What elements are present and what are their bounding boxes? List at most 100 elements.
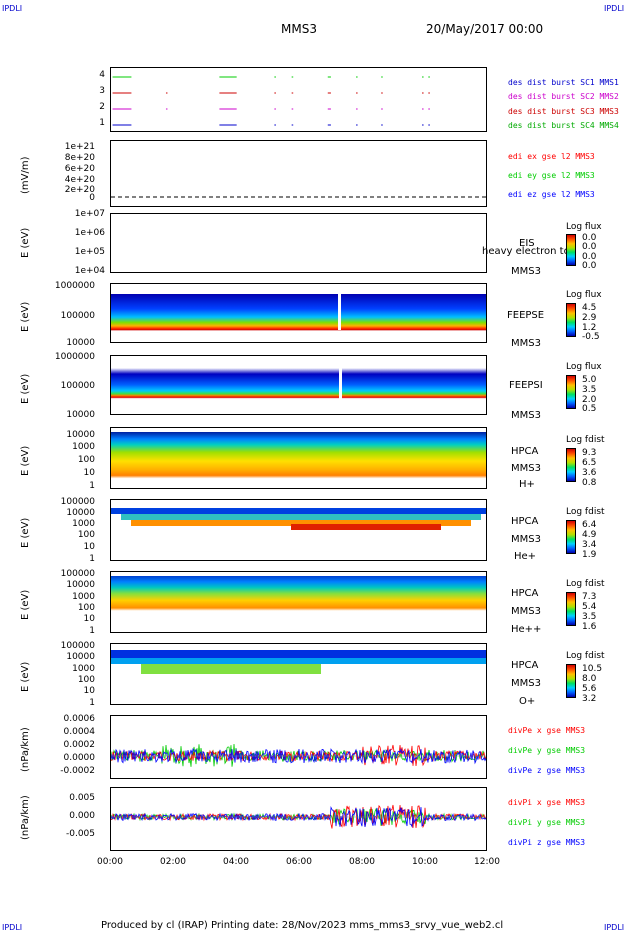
feepsi-colorbar bbox=[566, 375, 576, 409]
corner-label-br: IPDLI bbox=[604, 923, 625, 932]
hpca-he-ytick-4: 10 bbox=[83, 542, 95, 552]
feepse-spectrogram bbox=[111, 292, 486, 336]
hpca-hepp-ytick-2: 1000 bbox=[72, 592, 95, 602]
feepsi-fill bbox=[111, 356, 486, 414]
feepse-ytick-1: 100000 bbox=[60, 311, 95, 321]
feepse-cb-tick-1: 2.9 bbox=[582, 313, 597, 323]
eis-panel bbox=[110, 213, 487, 273]
hpca-he-instrument: HPCA bbox=[511, 516, 539, 527]
burst-legend-mms3: des dist burst SC3 MMS3 bbox=[508, 107, 619, 116]
hpca-o-cb-tick-3: 3.2 bbox=[582, 694, 597, 704]
hpca-he-cb-tick-0: 6.4 bbox=[582, 520, 597, 530]
xtick-3: 06:00 bbox=[286, 857, 312, 867]
feepsi-cb-tick-0: 5.0 bbox=[582, 375, 597, 385]
hpca-h-ytick-2: 100 bbox=[77, 455, 95, 465]
eis-colorbar-title: Log flux bbox=[566, 222, 602, 232]
hpca-hepp-cb-tick-0: 7.3 bbox=[582, 592, 597, 602]
hpca-h-ytick-1: 1000 bbox=[72, 442, 95, 452]
footer-credits: Produced by cl (IRAP) Printing date: 28/… bbox=[101, 920, 504, 931]
eis-instrument: EIS bbox=[519, 238, 535, 249]
hpca-o-species: O+ bbox=[519, 696, 536, 707]
feepse-gap bbox=[338, 292, 341, 330]
hpca-o-colorbar-title: Log fdist bbox=[566, 651, 605, 661]
hpca-hepp-cb-tick-3: 1.6 bbox=[582, 622, 597, 632]
hpca-h-colorbar bbox=[566, 448, 576, 482]
hpca-he-spacecraft: MMS3 bbox=[511, 534, 541, 545]
hpca-he-ytick-2: 1000 bbox=[72, 519, 95, 529]
hpca-hepp-ytick-1: 10000 bbox=[66, 580, 95, 590]
feepsi-ylabel: E (eV) bbox=[20, 373, 31, 404]
edi-plot bbox=[111, 196, 486, 198]
hpca-he-colorbar-title: Log fdist bbox=[566, 507, 605, 517]
burst-legend-mms4: des dist burst SC4 MMS4 bbox=[508, 121, 619, 130]
hpca-he-cb-tick-1: 4.9 bbox=[582, 530, 597, 540]
hpca-h-cb-tick-2: 3.6 bbox=[582, 468, 597, 478]
hpca-o-ylabel: E (eV) bbox=[20, 661, 31, 692]
divpi-panel bbox=[110, 787, 487, 851]
hpca-hepp-ytick-0: 100000 bbox=[60, 569, 95, 579]
eis-ytick-1: 1e+06 bbox=[74, 228, 105, 238]
burst-legend-mms2: des dist burst SC2 MMS2 bbox=[508, 92, 619, 101]
hpca-hepp-spacecraft: MMS3 bbox=[511, 606, 541, 617]
divpe-panel bbox=[110, 715, 487, 779]
hpca-hepp-ytick-5: 1 bbox=[89, 626, 95, 636]
eis-cb-tick-1: 0.0 bbox=[582, 242, 597, 252]
feepse-panel bbox=[110, 283, 487, 343]
date-title: 20/May/2017 00:00 bbox=[426, 22, 544, 36]
feepse-cb-tick-0: 4.5 bbox=[582, 303, 597, 313]
xtick-2: 04:00 bbox=[223, 857, 249, 867]
hpca-o-ytick-4: 10 bbox=[83, 686, 95, 696]
hpca-o-spacecraft: MMS3 bbox=[511, 678, 541, 689]
xtick-6: 12:00 bbox=[474, 857, 500, 867]
hpca-he-spectrogram bbox=[111, 508, 486, 530]
feepsi-ytick-1: 100000 bbox=[60, 381, 95, 391]
hpca-hepp-species: He++ bbox=[511, 624, 542, 635]
feepse-instrument: FEEPSE bbox=[507, 310, 545, 321]
eis-cb-tick-3: 0.0 bbox=[582, 261, 597, 271]
hpca-he-band-mid bbox=[121, 514, 481, 520]
hpca-o-panel bbox=[110, 643, 487, 705]
burst-panel bbox=[110, 67, 487, 132]
xtick-0: 00:00 bbox=[97, 857, 123, 867]
edi-ytick-3: 4e+20 bbox=[64, 175, 95, 185]
burst-ytick-2: 2 bbox=[99, 102, 105, 112]
feepse-spacecraft: MMS3 bbox=[511, 338, 541, 349]
hpca-h-ytick-0: 10000 bbox=[66, 430, 95, 440]
edi-ytick-2: 6e+20 bbox=[64, 164, 95, 174]
divpi-z-gse-mms3-series bbox=[111, 806, 486, 829]
edi-ylabel: (mV/m) bbox=[20, 156, 31, 195]
divpi-ytick-2: -0.005 bbox=[65, 829, 95, 839]
feepse-cb-tick-3: -0.5 bbox=[582, 332, 600, 342]
feepse-ytick-2: 10000 bbox=[66, 338, 95, 348]
feepse-ylabel: E (eV) bbox=[20, 301, 31, 332]
hpca-h-cb-tick-0: 9.3 bbox=[582, 448, 597, 458]
edi-ytick-5: 0 bbox=[89, 193, 95, 203]
feepsi-panel bbox=[110, 355, 487, 415]
burst-plot bbox=[112, 76, 430, 126]
divpi-ytick-1: 0.000 bbox=[69, 811, 95, 821]
hpca-o-cb-tick-1: 8.0 bbox=[582, 674, 597, 684]
divpi-legend-y: divPi y gse MMS3 bbox=[508, 818, 586, 827]
edi-legend-z: edi ez gse l2 MMS3 bbox=[508, 190, 595, 199]
feepsi-colorbar-title: Log flux bbox=[566, 362, 602, 372]
hpca-o-ytick-5: 1 bbox=[89, 698, 95, 708]
hpca-o-cb-tick-0: 10.5 bbox=[582, 664, 603, 674]
hpca-h-cb-tick-3: 0.8 bbox=[582, 478, 597, 488]
feepsi-cb-tick-2: 2.0 bbox=[582, 395, 597, 405]
divpi-ytick-0: 0.005 bbox=[69, 793, 95, 803]
hpca-he-panel bbox=[110, 499, 487, 561]
divpe-legend-y: divPe y gse MMS3 bbox=[508, 746, 586, 755]
feepse-colorbar-title: Log flux bbox=[566, 290, 602, 300]
hpca-he-species: He+ bbox=[514, 551, 537, 562]
edi-ytick-1: 8e+20 bbox=[64, 153, 95, 163]
xtick-4: 08:00 bbox=[349, 857, 375, 867]
hpca-h-species: H+ bbox=[519, 479, 535, 490]
hpca-hepp-instrument: HPCA bbox=[511, 588, 539, 599]
edi-panel bbox=[110, 140, 487, 207]
hpca-h-colorbar-title: Log fdist bbox=[566, 435, 605, 445]
divpi-plot bbox=[111, 804, 486, 829]
hpca-h-fill bbox=[111, 432, 486, 488]
feepsi-cb-tick-3: 0.5 bbox=[582, 404, 597, 414]
hpca-hepp-colorbar bbox=[566, 592, 576, 626]
feepse-ytick-0: 1000000 bbox=[54, 281, 95, 291]
